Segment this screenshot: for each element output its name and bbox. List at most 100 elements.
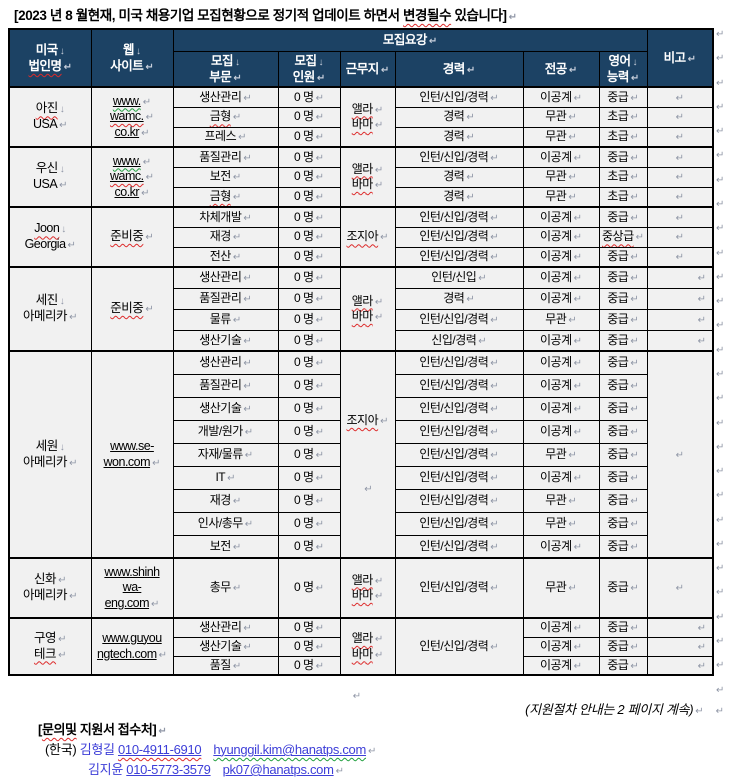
paragraph-mark: ↵ — [675, 583, 684, 595]
major-cell: 이공계 ↵ — [522, 419, 600, 444]
major-cell: 이공계 ↵ — [522, 287, 600, 310]
website-link[interactable]: www.guyou — [102, 630, 162, 645]
paragraph-mark: ↵ — [315, 518, 324, 530]
paragraph-mark: ↵ — [478, 273, 487, 284]
career-cell: 신입/경력 ↵ — [394, 329, 524, 352]
website-link[interactable]: wamc. — [109, 109, 144, 124]
career-cell: 경력 ↵ — [394, 126, 524, 148]
paragraph-mark: ↵ — [315, 192, 324, 203]
phone-link[interactable]: 010-4911-6910 — [118, 742, 202, 757]
paragraph-mark: ↵ — [716, 417, 725, 429]
website-cell: www. ↵ wamc. ↵ co.kr ↵ — [90, 146, 174, 208]
count-cell: 0 명 ↵ — [277, 636, 341, 657]
paragraph-mark: ↵ — [69, 591, 78, 602]
count-cell: 0 명 ↵ — [277, 146, 341, 168]
paragraph-mark: ↵ — [374, 575, 384, 587]
paragraph-mark: ↵ — [508, 12, 518, 23]
career-cell: 인턴/신입/경력 ↵ — [394, 511, 524, 536]
paragraph-mark: ↵ — [141, 187, 150, 199]
phone-link[interactable]: 010-5773-3579 — [126, 762, 211, 777]
note-cell: ↵ — [646, 246, 714, 268]
email-link[interactable]: hyunggil.kim@hanatps.com — [213, 742, 367, 757]
website-link[interactable]: won.com — [103, 454, 151, 469]
email-link[interactable]: pk07@hanatps.com — [222, 762, 334, 777]
dept-cell: 재경 ↵ — [172, 488, 279, 513]
paragraph-mark: ↵ — [697, 641, 707, 653]
website-link[interactable]: wa- — [122, 580, 142, 595]
note-cell: ↵ — [646, 557, 714, 619]
continue-note: (지원절차 안내는 2 페이지 계속) ↵ ↵ — [525, 702, 724, 717]
count-cell: 0 명 ↵ — [277, 396, 341, 421]
paragraph-mark: ↵ — [490, 449, 499, 461]
paragraph-mark: ↵ — [232, 172, 242, 184]
paragraph-mark: ↵ — [315, 92, 324, 104]
paragraph-mark: ↵ — [490, 314, 499, 326]
website-link[interactable]: ngtech.com — [96, 646, 157, 661]
website-link[interactable]: co.kr — [114, 184, 140, 199]
dept-cell: 생산기술 ↵ — [172, 329, 279, 352]
paragraph-mark: ↵ — [630, 212, 639, 224]
paragraph-mark: ↵ — [490, 472, 499, 484]
paragraph-mark: ↵ — [243, 623, 252, 634]
website-link[interactable]: www. — [112, 93, 141, 108]
table-row: 품질관리 ↵ 0 명 ↵ 인턴/신입/경력 ↵ 이공계 ↵ 중급 ↵ — [9, 373, 713, 398]
location-cell: 앨라 ↵ 바마 ↵ — [339, 146, 396, 208]
paragraph-mark: ↵ — [244, 449, 254, 461]
paragraph-mark: ↵ — [630, 541, 639, 553]
paragraph-mark: ↵ — [315, 152, 324, 164]
paragraph-mark: ↵ — [142, 156, 152, 168]
note-cell: ↵ — [646, 308, 714, 331]
location-cell: 조지아 ↵ — [339, 206, 396, 268]
paragraph-mark: ↵ — [145, 172, 154, 184]
website-cell: www. ↵ wamc. ↵ co.kr ↵ — [90, 86, 174, 148]
paragraph-mark: ↵ — [466, 132, 475, 143]
company-name-cell: 세진 ↓ 아메리카 ↵ — [8, 266, 92, 352]
website-link[interactable]: wamc. — [109, 169, 144, 184]
table-row: 생산기술 ↵ 0 명 ↵ 신입/경력 ↵ 이공계 ↵ 중급 ↵ ↵ — [9, 329, 714, 352]
location-cell: 앨라 ↵ 바마 ↵ — [339, 557, 396, 619]
english-cell: 초급 ↵ — [598, 166, 648, 188]
paragraph-mark: ↵ — [490, 583, 499, 595]
website-cell: www.se- won.com ↵ — [90, 350, 174, 559]
paragraph-mark: ↵ — [573, 293, 582, 305]
career-cell: 인턴/신입/경력 ↵ — [394, 350, 524, 375]
major-cell: 무관 ↵ — [522, 557, 600, 619]
paragraph-mark: ↵ — [716, 538, 725, 550]
col-header-major: 전공 ↵ — [522, 50, 600, 88]
english-cell: 중급 ↵ — [598, 396, 648, 421]
count-cell: 0 명 ↵ — [277, 246, 341, 268]
website-link[interactable]: www.se- — [110, 438, 154, 453]
line-break-mark: ↓ — [59, 104, 65, 116]
website-link[interactable]: co.kr — [114, 124, 140, 139]
paragraph-mark: ↵ — [59, 120, 68, 131]
count-cell: 0 명 ↵ — [277, 329, 341, 352]
line-break-mark: ↓ — [318, 56, 324, 68]
english-cell: 중급 ↵ — [598, 350, 648, 375]
paragraph-mark: ↵ — [315, 212, 324, 224]
paragraph-mark: ↵ — [243, 335, 252, 347]
paragraph-mark: ↵ — [490, 518, 499, 530]
company-name-cell: Joon ↓ Georgia ↵ — [8, 206, 92, 268]
career-cell: 인턴/신입/경력 ↵ — [394, 146, 524, 168]
note-cell: ↵ — [646, 146, 714, 168]
paragraph-mark: ↵ — [630, 252, 639, 263]
dept-cell: 금형 ↵ — [172, 186, 279, 208]
line-break-mark: ↓ — [632, 56, 638, 68]
english-cell: 중급 ↵ — [598, 86, 648, 108]
paragraph-mark: ↵ — [716, 490, 725, 502]
paragraph-mark: ↵ — [69, 457, 78, 469]
paragraph-mark: ↵ — [490, 541, 499, 553]
paragraph-mark: ↵ — [573, 380, 582, 392]
dept-cell: 프레스 ↵ — [172, 126, 279, 148]
dept-cell: 보전 ↵ — [172, 166, 279, 188]
english-cell: 중급 ↵ — [598, 419, 648, 444]
location-cell: 앨라 ↵ 바마 ↵ — [339, 86, 396, 148]
paragraph-mark: ↵ — [573, 403, 582, 415]
paragraph-mark-line: ↵ — [0, 686, 712, 704]
website-link[interactable]: www.shinh — [104, 564, 160, 579]
paragraph-mark: ↵ — [315, 583, 324, 595]
website-link[interactable]: eng.com — [104, 595, 150, 610]
paragraph-mark: ↵ — [59, 180, 68, 191]
website-link[interactable]: www. — [112, 153, 141, 168]
